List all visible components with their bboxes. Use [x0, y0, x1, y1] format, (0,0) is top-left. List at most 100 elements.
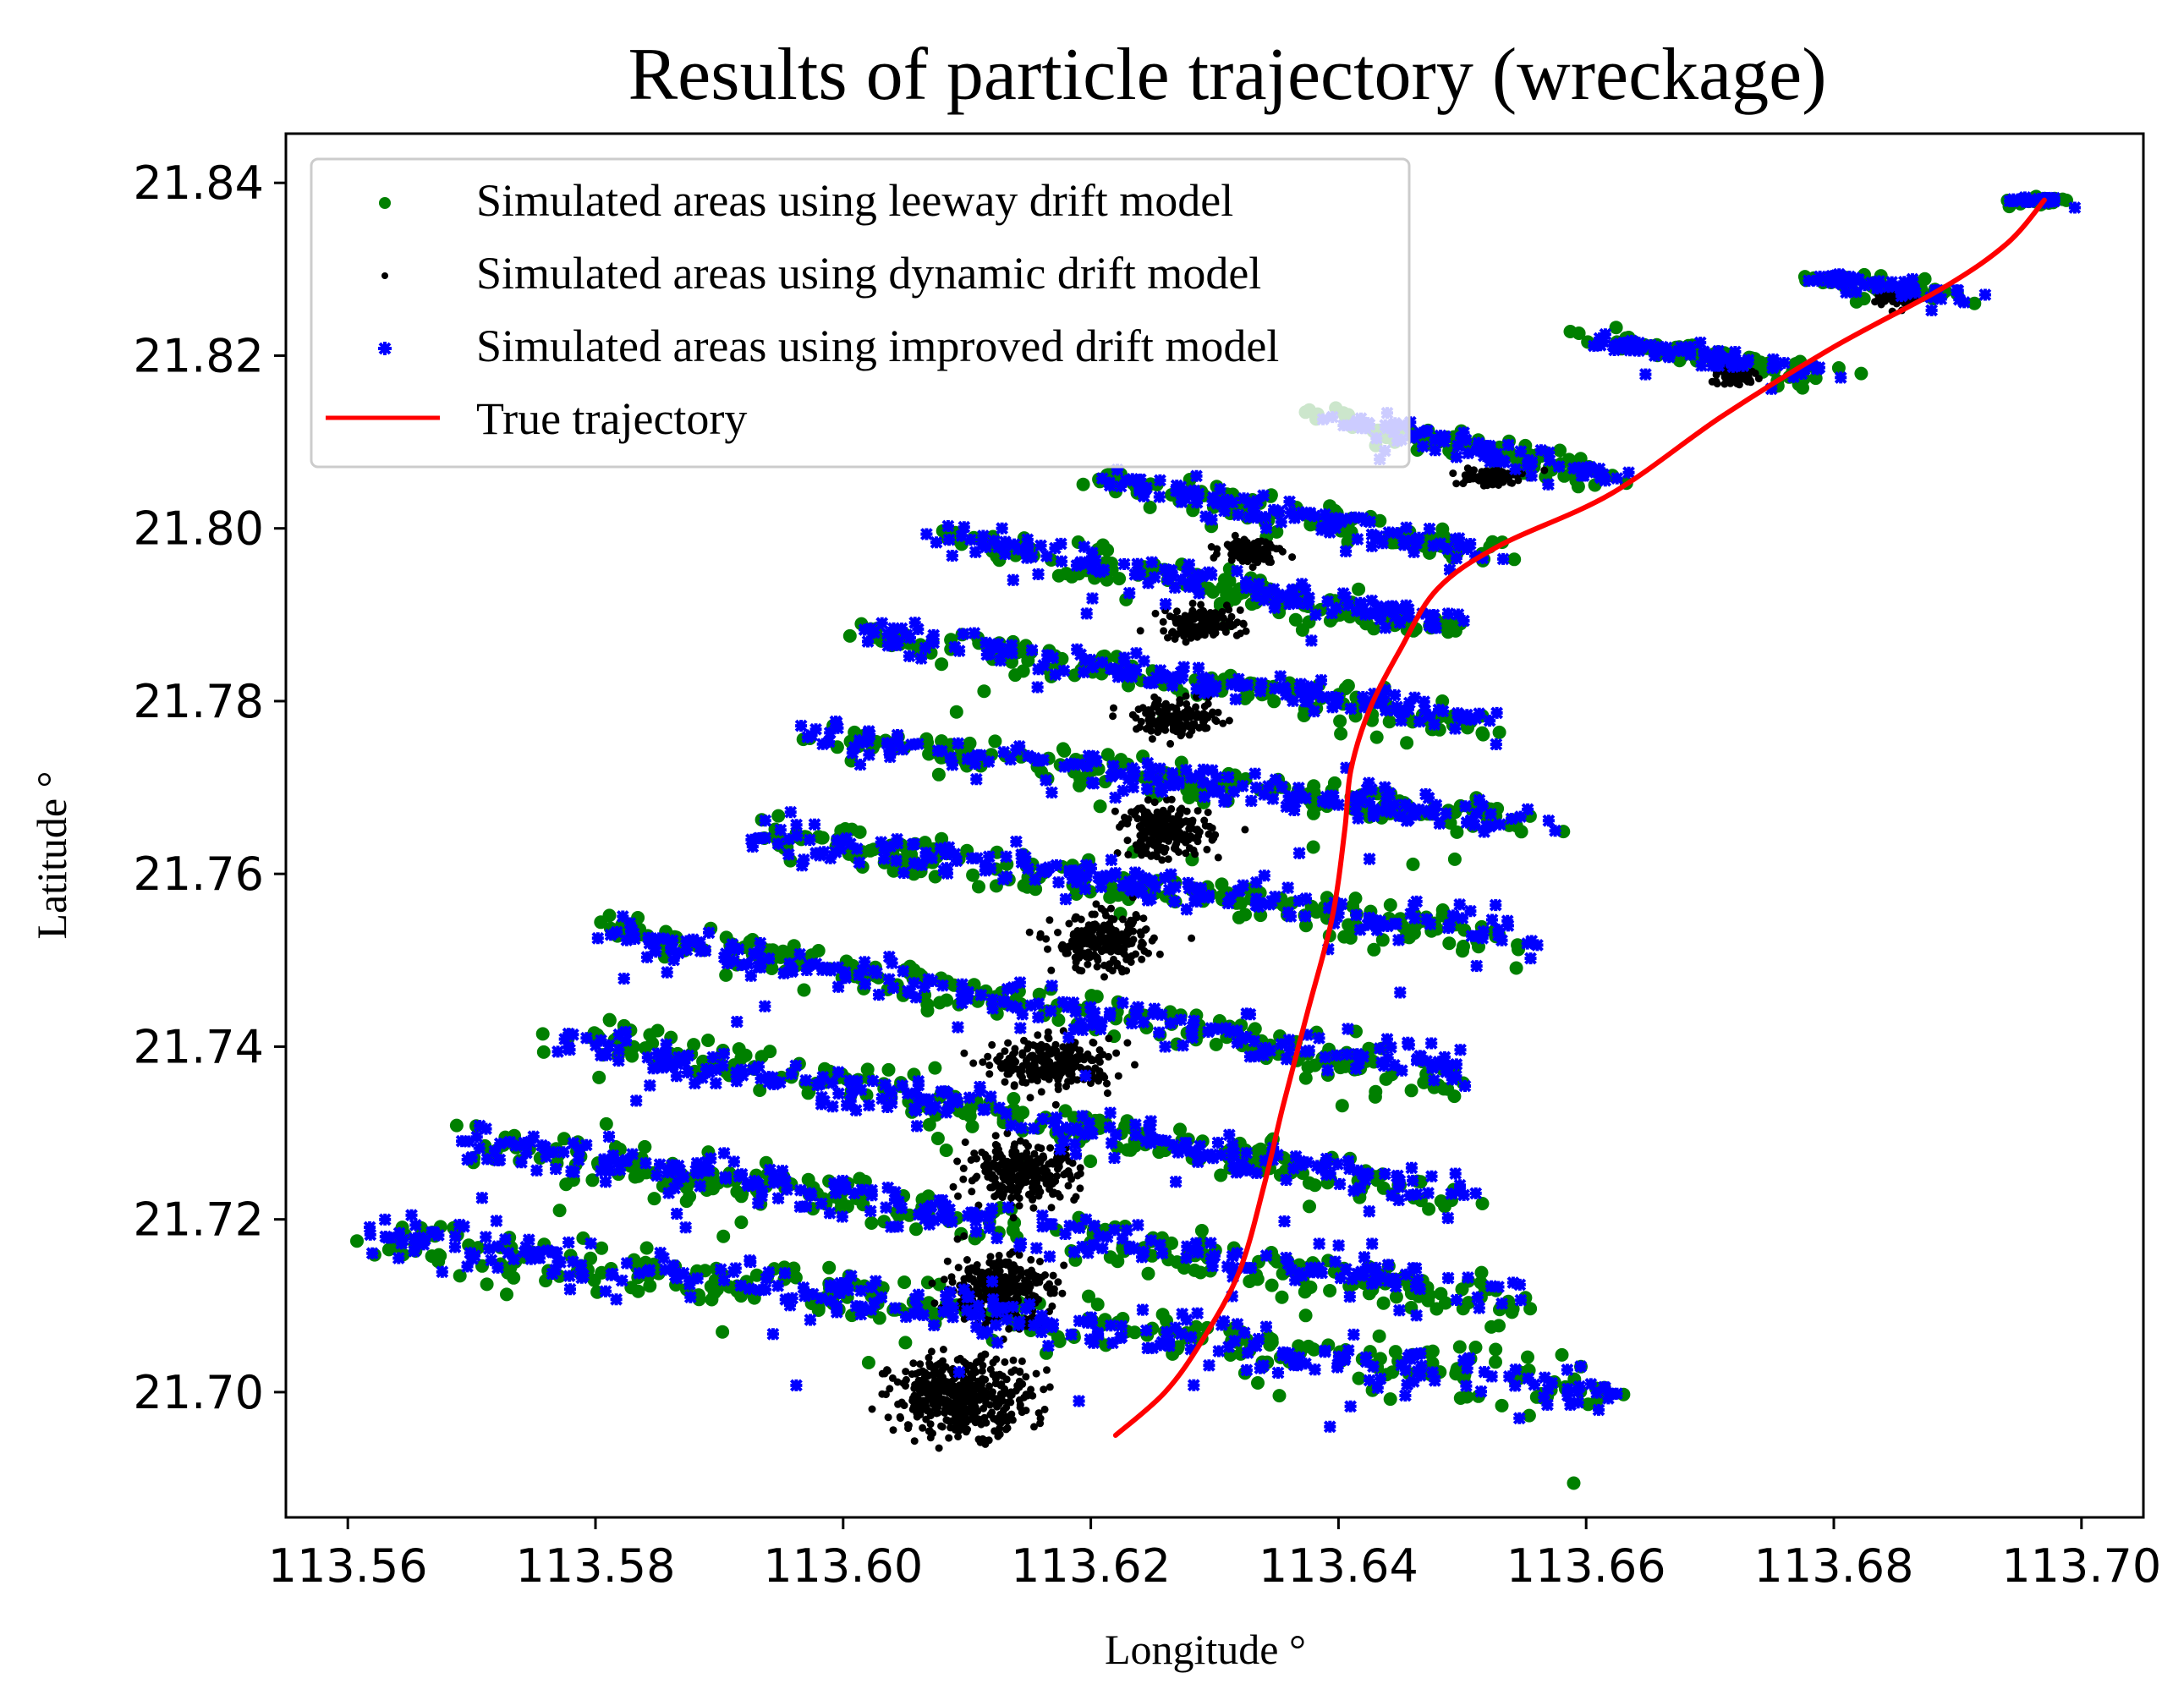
improved-point — [939, 1289, 952, 1303]
improved-point — [706, 1050, 720, 1064]
improved-point — [1401, 1378, 1414, 1391]
improved-point — [461, 1153, 475, 1166]
dynamic-point — [1029, 1204, 1038, 1212]
dynamic-point — [1027, 1385, 1035, 1394]
improved-point — [612, 1043, 625, 1056]
leeway-point — [1457, 940, 1470, 953]
improved-point — [694, 1179, 707, 1193]
dynamic-point — [940, 1376, 948, 1385]
dynamic-point — [1155, 950, 1164, 958]
dynamic-point — [1044, 1064, 1052, 1072]
dynamic-point — [1010, 1275, 1018, 1283]
dynamic-point — [1150, 798, 1159, 807]
dynamic-point — [909, 1359, 918, 1368]
improved-point — [677, 1171, 690, 1183]
dynamic-point — [978, 1367, 986, 1375]
leeway-point — [853, 825, 867, 839]
dynamic-point — [897, 1414, 904, 1423]
improved-point — [977, 1103, 990, 1116]
dynamic-point — [1020, 1168, 1029, 1177]
dynamic-point — [1092, 952, 1100, 961]
dynamic-point — [960, 1398, 969, 1406]
dynamic-point — [1045, 1034, 1053, 1043]
leeway-point — [1400, 736, 1414, 750]
dynamic-point — [1203, 845, 1211, 853]
dynamic-point — [1022, 1373, 1030, 1381]
improved-point — [606, 1267, 619, 1281]
dynamic-point — [1089, 926, 1097, 935]
dynamic-point — [980, 1393, 988, 1402]
dynamic-point — [989, 1358, 997, 1367]
dynamic-point — [902, 1368, 910, 1376]
dynamic-point — [1102, 911, 1110, 919]
improved-point — [908, 1308, 921, 1320]
improved-point — [1047, 1116, 1061, 1129]
leeway-point — [1303, 1199, 1316, 1214]
leeway-point — [1507, 552, 1522, 567]
leeway-point — [1382, 715, 1397, 729]
improved-point — [364, 1228, 377, 1242]
leeway-point — [811, 944, 826, 957]
dynamic-point — [1092, 900, 1100, 908]
improved-point — [1334, 1271, 1347, 1285]
dynamic-point — [1029, 1183, 1037, 1192]
improved-point — [1347, 1184, 1360, 1198]
dynamic-point — [985, 1070, 994, 1078]
improved-point — [1036, 1112, 1050, 1126]
dynamic-point — [1064, 1078, 1073, 1086]
dynamic-point — [1885, 294, 1893, 303]
improved-point — [595, 1034, 607, 1047]
dynamic-point — [1122, 930, 1130, 938]
leeway-point — [1298, 1071, 1313, 1085]
dynamic-point — [1005, 1288, 1013, 1297]
improved-point — [689, 1164, 703, 1177]
dynamic-point — [972, 1264, 980, 1273]
dynamic-point — [1077, 915, 1085, 924]
leeway-point — [1173, 1122, 1187, 1137]
leeway-point — [897, 1275, 912, 1289]
dynamic-point — [1201, 724, 1210, 732]
improved-point — [1462, 1271, 1474, 1284]
dynamic-point — [1009, 1214, 1018, 1222]
leeway-point — [475, 1259, 489, 1273]
dynamic-point — [1483, 467, 1490, 475]
leeway-point — [1406, 857, 1420, 871]
dynamic-point — [925, 1353, 933, 1362]
leeway-point — [1367, 942, 1381, 957]
improved-point — [1370, 1274, 1384, 1287]
improved-point — [626, 1148, 639, 1161]
leeway-point — [585, 1173, 600, 1188]
improved-point — [755, 1189, 768, 1203]
dynamic-point — [1149, 851, 1157, 859]
dynamic-point — [904, 1421, 912, 1429]
dynamic-point — [1054, 929, 1062, 936]
dynamic-point — [1227, 612, 1236, 621]
dynamic-point — [908, 1370, 916, 1379]
leeway-point — [1052, 1334, 1067, 1348]
dynamic-point — [1014, 1289, 1023, 1297]
dynamic-point — [929, 1429, 936, 1438]
leeway-point — [1368, 1089, 1382, 1104]
improved-point — [883, 1084, 897, 1098]
dynamic-point — [1166, 739, 1175, 748]
improved-point — [912, 1074, 925, 1088]
dynamic-point — [949, 1407, 958, 1415]
dynamic-point — [1167, 804, 1176, 813]
dynamic-point — [1208, 611, 1216, 619]
improved-point — [734, 1279, 748, 1292]
dynamic-point — [886, 1385, 894, 1393]
improved-point — [1169, 1321, 1183, 1335]
leeway-point — [431, 1248, 446, 1262]
dynamic-point — [1111, 807, 1119, 815]
leeway-point — [920, 736, 935, 750]
improved-point — [884, 1221, 897, 1234]
dynamic-point — [1194, 807, 1202, 815]
improved-point — [392, 1252, 405, 1264]
dynamic-point — [1025, 928, 1034, 936]
dynamic-point — [1018, 1408, 1026, 1417]
leeway-point — [1435, 522, 1450, 536]
leeway-point — [1307, 786, 1321, 800]
leeway-point — [1008, 668, 1023, 683]
improved-point — [727, 1265, 740, 1279]
leeway-point — [1082, 1289, 1095, 1303]
